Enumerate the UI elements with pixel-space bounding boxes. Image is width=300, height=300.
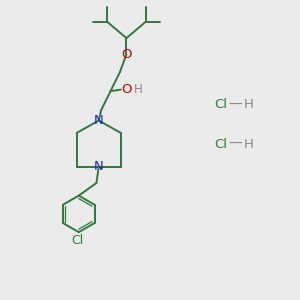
- Text: N: N: [94, 114, 104, 127]
- Text: N: N: [94, 160, 104, 173]
- Text: H: H: [244, 138, 254, 151]
- Text: —: —: [229, 137, 242, 151]
- Text: Cl: Cl: [214, 98, 227, 111]
- Text: H: H: [134, 83, 143, 96]
- Text: —: —: [229, 98, 242, 111]
- Text: O: O: [122, 83, 132, 96]
- Text: Cl: Cl: [71, 234, 83, 247]
- Text: Cl: Cl: [214, 138, 227, 151]
- Text: H: H: [244, 98, 254, 111]
- Text: O: O: [121, 48, 132, 61]
